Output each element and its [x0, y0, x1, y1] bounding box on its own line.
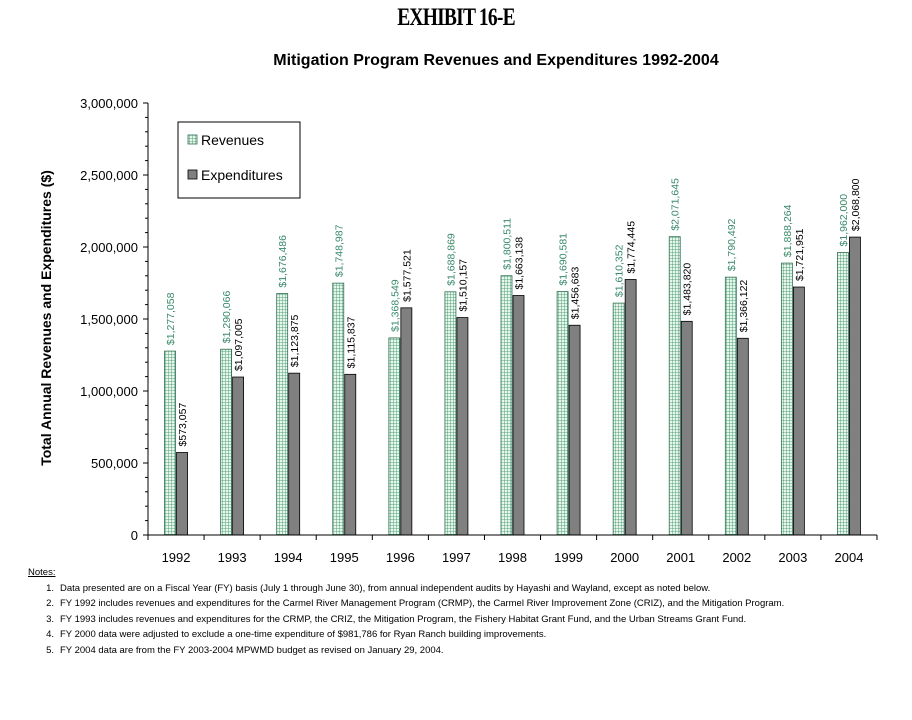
x-tick-label: 1992: [162, 550, 191, 565]
legend-revenues-label: Revenues: [201, 132, 264, 148]
note-text: FY 2004 data are from the FY 2003-2004 M…: [60, 644, 444, 656]
revenue-bar: [500, 275, 513, 536]
notes-section: Notes: 1. Data presented are on a Fiscal …: [28, 565, 784, 658]
x-tick-label: 1995: [330, 550, 359, 565]
legend-box: [177, 121, 301, 199]
y-tick-label: 1,000,000: [80, 384, 138, 399]
expenditure-data-label: $1,510,157: [457, 259, 469, 312]
revenue-data-label: $1,790,492: [726, 218, 738, 271]
revenue-data-label: $1,368,549: [389, 279, 401, 332]
expenditure-data-label: $1,483,820: [682, 263, 694, 316]
expenditure-bar: [624, 279, 637, 536]
note-item: 5. FY 2004 data are from the FY 2003-2004…: [28, 643, 784, 659]
legend-revenues-swatch: [187, 134, 198, 145]
revenue-data-label: $1,800,511: [502, 218, 514, 270]
note-text: FY 1993 includes revenues and expenditur…: [60, 613, 747, 625]
x-tick-label: 2000: [610, 550, 639, 565]
y-tick-label: 0: [131, 528, 138, 543]
expenditure-data-label: $1,123,875: [289, 314, 301, 367]
expenditure-data-label: $1,366,122: [738, 280, 750, 333]
exhibit-label: EXHIBIT 16-E: [397, 4, 515, 31]
y-tick-label: 2,000,000: [80, 240, 138, 255]
expenditure-data-label: $1,097,005: [233, 318, 245, 371]
y-axis-label: Total Annual Revenues and Expenditures (…: [38, 170, 54, 466]
note-item: 3. FY 1993 includes revenues and expendit…: [28, 612, 784, 628]
x-tick-label: 1997: [442, 550, 471, 565]
chart-title: Mitigation Program Revenues and Expendit…: [273, 52, 719, 69]
x-tick-label: 1994: [274, 550, 303, 565]
note-number: 4.: [46, 629, 54, 640]
revenue-bar: [220, 348, 233, 536]
note-item: 2. FY 1992 includes revenues and expendit…: [28, 596, 784, 612]
revenue-bar: [780, 262, 793, 536]
x-tick-label: 2003: [778, 550, 807, 565]
y-tick-label: 3,000,000: [80, 96, 138, 111]
revenue-bar: [612, 302, 625, 536]
revenue-bar: [668, 236, 681, 536]
revenue-data-label: $1,888,264: [782, 204, 794, 257]
revenue-data-label: $1,290,066: [221, 291, 233, 344]
revenue-data-label: $1,962,000: [838, 194, 850, 247]
note-text: FY 1992 includes revenues and expenditur…: [60, 598, 785, 609]
revenue-bar: [332, 282, 345, 536]
expenditure-data-label: $1,663,138: [514, 237, 526, 290]
revenue-bar: [837, 252, 849, 536]
expenditure-bar: [792, 286, 805, 536]
notes-heading: Notes:: [28, 567, 56, 578]
legend-expenditures-label: Expenditures: [201, 167, 283, 183]
expenditure-bar: [288, 372, 301, 536]
revenue-bar: [276, 293, 289, 536]
y-tick-label: 500,000: [91, 456, 138, 471]
legend-expenditures-swatch: [187, 169, 198, 180]
notes-list: 1. Data presented are on a Fiscal Year (F…: [28, 581, 784, 659]
revenue-data-label: $2,071,645: [670, 178, 682, 231]
note-text: FY 2000 data were adjusted to exclude a …: [60, 629, 547, 640]
expenditure-bar: [512, 295, 525, 536]
note-number: 1.: [46, 582, 54, 594]
note-text: Data presented are on a Fiscal Year (FY)…: [60, 582, 711, 594]
revenue-bar: [556, 291, 569, 536]
note-item: 1. Data presented are on a Fiscal Year (F…: [28, 581, 784, 597]
revenue-data-label: $1,610,352: [614, 244, 626, 297]
expenditure-bar: [232, 376, 245, 536]
expenditure-bar: [176, 452, 188, 536]
expenditure-data-label: $1,115,837: [345, 316, 357, 368]
expenditure-data-label: $1,721,951: [794, 228, 806, 281]
expenditure-data-label: $1,774,445: [626, 221, 638, 274]
revenue-bar: [724, 276, 737, 536]
expenditure-bar: [849, 236, 861, 536]
note-number: 2.: [46, 598, 54, 609]
revenue-bar: [164, 350, 176, 536]
x-tick-label: 1999: [554, 550, 583, 565]
expenditure-bar: [568, 324, 581, 536]
revenue-data-label: $1,748,987: [333, 224, 345, 277]
expenditure-bar: [400, 307, 413, 536]
expenditure-data-label: $1,577,521: [401, 249, 413, 302]
x-tick-label: 1998: [498, 550, 527, 565]
x-tick-label: 2002: [722, 550, 751, 565]
y-tick-label: 2,500,000: [80, 168, 138, 183]
revenue-bar: [444, 291, 457, 536]
expenditure-data-label: $2,068,800: [850, 178, 862, 231]
revenue-data-label: $1,688,869: [445, 233, 457, 286]
expenditure-bar: [344, 373, 357, 536]
note-number: 3.: [46, 613, 54, 625]
expenditure-bar: [680, 320, 693, 536]
expenditure-bar: [736, 337, 749, 536]
revenue-data-label: $1,690,581: [558, 233, 570, 286]
x-tick-label: 2001: [666, 550, 695, 565]
note-item: 4. FY 2000 data were adjusted to exclude …: [28, 627, 784, 643]
x-tick-label: 1996: [386, 550, 415, 565]
y-tick-label: 1,500,000: [80, 312, 138, 327]
note-number: 5.: [46, 644, 54, 656]
x-tick-label: 2004: [835, 550, 864, 565]
x-tick-label: 1993: [218, 550, 247, 565]
revenue-data-label: $1,277,058: [165, 292, 177, 345]
expenditure-bar: [456, 317, 469, 536]
revenue-bar: [388, 337, 401, 536]
bar-chart: Total Annual Revenues and Expenditures (…: [38, 96, 878, 565]
expenditure-data-label: $1,456,683: [570, 267, 582, 320]
expenditure-data-label: $573,057: [177, 403, 189, 447]
revenue-data-label: $1,676,486: [277, 235, 289, 288]
